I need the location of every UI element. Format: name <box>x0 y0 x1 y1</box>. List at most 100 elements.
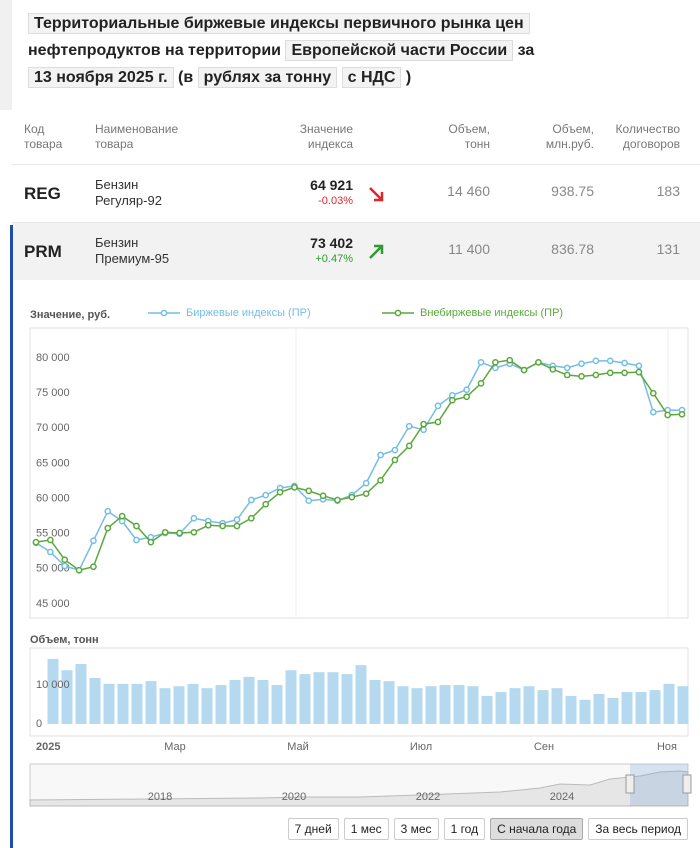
point <box>606 369 614 377</box>
bar <box>257 679 269 724</box>
bar <box>481 695 493 724</box>
bar <box>47 658 59 724</box>
point <box>405 422 413 430</box>
title-vat: с НДС <box>341 67 402 88</box>
point <box>147 538 155 546</box>
point <box>305 487 313 495</box>
point <box>678 410 686 418</box>
y-tick-label: 65 000 <box>36 457 70 469</box>
point <box>606 357 614 365</box>
bar <box>159 688 171 724</box>
bar <box>201 688 213 724</box>
point <box>549 365 557 373</box>
plot-frame <box>29 327 689 619</box>
volume-tons: 14 460 <box>447 183 490 199</box>
title-unit: рублях за тонну <box>197 67 338 88</box>
bar <box>495 692 507 724</box>
bar <box>61 670 73 724</box>
point <box>104 524 112 532</box>
contracts: 131 <box>656 241 680 257</box>
header-cell: Объем, тонн <box>448 122 490 151</box>
point <box>61 562 69 570</box>
point <box>578 373 585 380</box>
point <box>434 418 442 426</box>
point <box>621 369 628 377</box>
selection-bar <box>10 225 13 848</box>
volume-tons: 11 400 <box>448 241 490 257</box>
point <box>61 556 69 564</box>
range-button[interactable]: За весь период <box>588 818 688 840</box>
point <box>190 528 198 536</box>
point <box>262 500 270 508</box>
range-button[interactable]: 1 год <box>443 818 486 840</box>
series-line <box>35 360 682 572</box>
table-row: REG Бензин Регуляр-92 64 921 -0.03% 14 460 93… <box>12 164 700 222</box>
point <box>276 488 284 496</box>
legend-label: Внебиржевые индексы (ПР) <box>420 307 563 319</box>
bar <box>565 695 577 724</box>
series-line <box>35 359 683 572</box>
header-cell: Наименование товара <box>95 122 179 151</box>
legend-marker <box>394 309 402 317</box>
point <box>90 537 97 545</box>
bar <box>453 685 465 724</box>
bar <box>635 692 647 724</box>
y-tick-label: 45 000 <box>36 598 70 610</box>
point <box>578 360 585 368</box>
point <box>434 402 442 410</box>
point <box>133 522 140 530</box>
range-button[interactable]: С начала года <box>490 818 584 840</box>
contracts: 183 <box>656 183 680 199</box>
index-value: 73 402 +0.47% <box>310 235 353 265</box>
header-cell: Код товара <box>24 122 63 151</box>
navigator-handle[interactable] <box>682 774 692 794</box>
title-text: нефтепродуктов на территории <box>28 42 281 59</box>
navigator-label: 2024 <box>550 791 574 803</box>
bar <box>355 665 367 724</box>
point <box>420 420 427 428</box>
bar <box>145 681 157 724</box>
title-text: (в <box>178 69 194 86</box>
range-button[interactable]: 3 мес <box>393 818 439 840</box>
bar <box>397 686 409 724</box>
navigator-handle[interactable] <box>625 774 635 794</box>
y-tick-label: 60 000 <box>36 492 70 504</box>
bar <box>663 683 675 724</box>
legend-label: Биржевые индексы (ПР) <box>186 307 311 319</box>
bar <box>649 690 661 724</box>
bar <box>593 693 605 724</box>
point <box>47 536 54 544</box>
range-button[interactable]: 1 мес <box>343 818 389 840</box>
y-tick-label: 50 000 <box>36 563 70 575</box>
x-tick-label: Июл <box>410 741 432 753</box>
bar <box>621 692 633 724</box>
point <box>520 366 528 374</box>
range-button[interactable]: 7 дней <box>287 818 339 840</box>
point <box>133 536 140 544</box>
bar <box>467 686 479 724</box>
bar <box>523 686 535 724</box>
volume-rub: 938.75 <box>551 183 594 199</box>
navigator-label: 2018 <box>148 791 172 803</box>
point <box>649 408 657 416</box>
x-tick-label: Мар <box>164 741 186 753</box>
y-tick-label: 10 000 <box>36 679 70 691</box>
volume-rub: 836.78 <box>551 241 594 257</box>
title-region: Европейской части России <box>285 40 514 61</box>
point <box>247 496 255 504</box>
y-tick-label: 0 <box>36 718 42 730</box>
header-cell: Количество договоров <box>615 122 680 151</box>
point <box>592 357 600 365</box>
table-header: Код товара Наименование товара Значение … <box>12 110 700 164</box>
bar <box>117 683 129 724</box>
point <box>47 548 54 556</box>
chart-title: Объем, тонн <box>30 634 99 646</box>
bar <box>243 676 255 724</box>
code: REG <box>24 184 61 203</box>
bar <box>341 674 353 724</box>
title-line: Территориальные биржевые индексы первичн… <box>28 13 530 34</box>
y-tick-label: 55 000 <box>36 528 70 540</box>
side-strip <box>0 0 12 110</box>
bar <box>425 686 437 724</box>
point <box>463 386 471 394</box>
